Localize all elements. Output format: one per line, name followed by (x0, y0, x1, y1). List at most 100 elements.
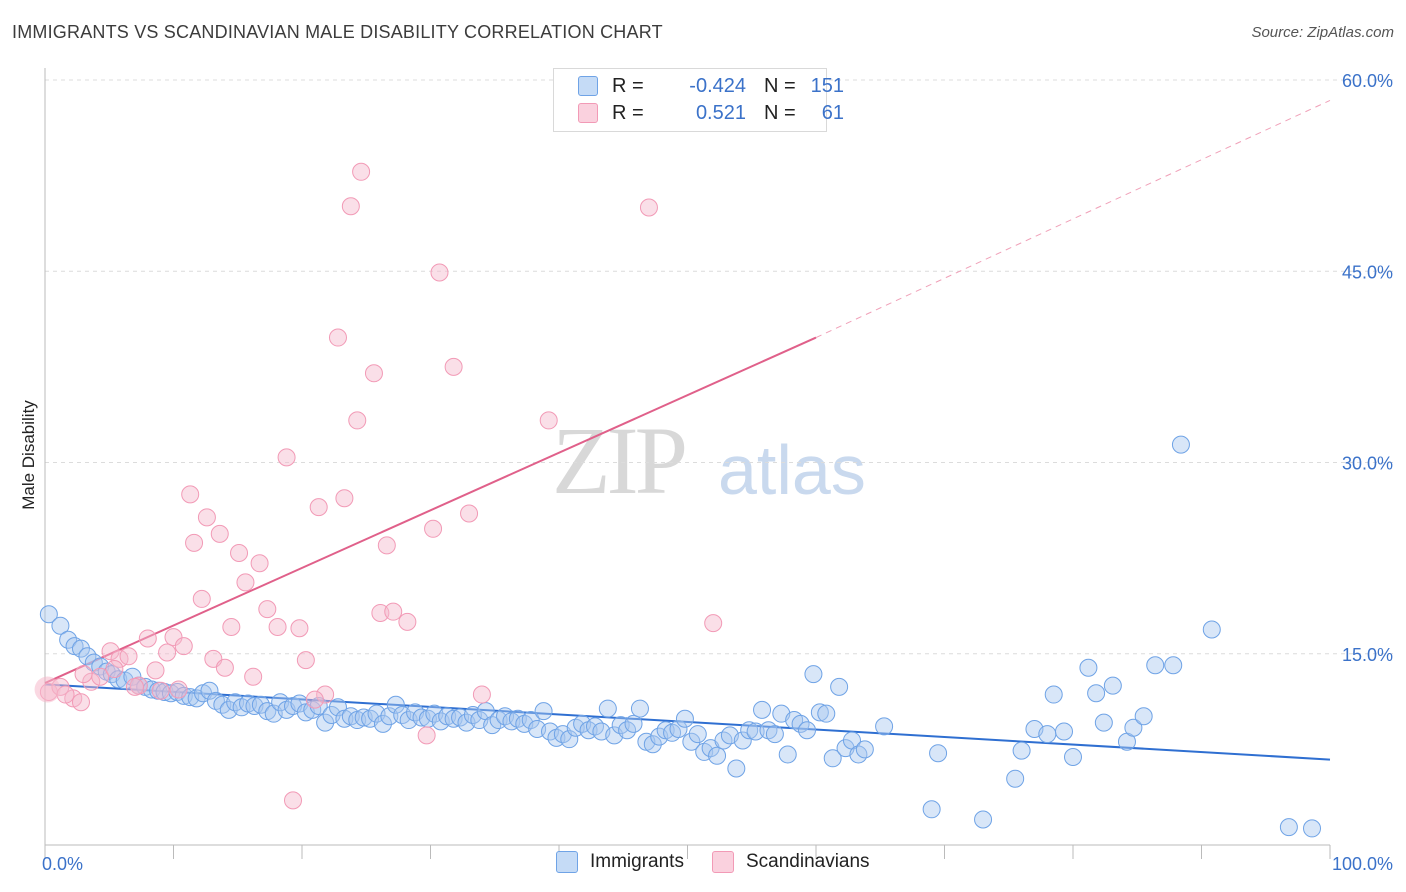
immigrants-point (746, 722, 765, 741)
immigrants-swatch (578, 76, 598, 96)
scandinavians-point (472, 685, 491, 704)
scandinavians-point (460, 504, 479, 523)
legend-n-label: N = (764, 101, 796, 124)
immigrants-point (765, 725, 784, 744)
immigrants-point (618, 721, 637, 740)
scandinavians-point (82, 672, 101, 691)
scandinavians-point (169, 680, 188, 699)
y-tick-label: 15.0% (1342, 645, 1393, 665)
scandinavians-point (296, 651, 315, 670)
scandinavians-point (146, 661, 165, 680)
immigrants-point (778, 745, 797, 764)
scandinavians-point (309, 498, 328, 517)
immigrants-point (727, 759, 746, 778)
immigrants-point (521, 711, 540, 730)
immigrants-point (386, 695, 405, 714)
immigrants-point (380, 707, 399, 726)
scandinavians-point (377, 536, 396, 555)
data-points (34, 162, 1322, 838)
immigrants-point (1164, 656, 1183, 675)
legend-item-scandinavians: Scandinavians (711, 851, 870, 873)
scandinavians-point (230, 544, 249, 563)
scandinavians-point (639, 198, 658, 217)
legend-item-immigrants: Immigrants (556, 851, 684, 873)
immigrants-point (1006, 769, 1025, 788)
scandinavians-point (236, 573, 255, 592)
scandinavians-trend-extension (815, 99, 1331, 339)
immigrants-legend-label: Immigrants (590, 851, 684, 872)
immigrants-point (929, 744, 948, 763)
source-label: Source: ZipAtlas.com (1251, 24, 1394, 41)
legend-r-label: R = (612, 74, 644, 97)
scandinavians-point (34, 676, 61, 703)
immigrants-point (1044, 685, 1063, 704)
legend-r-value: -0.424 (689, 74, 746, 97)
immigrants-point (51, 616, 70, 635)
immigrants-point (875, 717, 894, 736)
immigrants-point (1064, 748, 1082, 767)
immigrants-point (643, 735, 662, 754)
immigrants-point (1079, 658, 1098, 677)
immigrants-point (39, 605, 58, 624)
scandinavians-point (444, 357, 463, 376)
scandinavians-point (250, 554, 269, 573)
immigrants-point (740, 721, 759, 740)
scandinavians-legend-label: Scandinavians (745, 851, 870, 872)
scandinavians-point (210, 524, 229, 543)
scandinavians-point (290, 619, 309, 638)
immigrants-point (598, 699, 617, 718)
tick-labels: 15.0% 30.0% 45.0% 60.0% 0.0% 100.0% (42, 71, 1393, 874)
scandinavians-point (341, 197, 360, 216)
scandinavians-point (305, 690, 324, 709)
immigrants-point (753, 700, 772, 719)
scandinavians-point (185, 533, 204, 552)
scandinavians-point (197, 508, 216, 527)
x-tick-label: 100.0% (1332, 854, 1393, 874)
scandinavians-point (258, 600, 277, 619)
immigrants-point (109, 670, 128, 689)
immigrants-point (798, 721, 817, 740)
chart-title: IMMIGRANTS VS SCANDINAVIAN MALE DISABILI… (12, 22, 663, 42)
scandinavians-point (364, 364, 383, 383)
scandinavians-point (74, 665, 93, 684)
scandinavians-point (277, 448, 296, 467)
scandinavians-point (71, 693, 90, 712)
immigrants-point (1303, 819, 1322, 838)
immigrants-point (922, 800, 941, 819)
scandinavians-point (335, 489, 354, 508)
immigrants-point (830, 677, 849, 696)
immigrants-point (59, 630, 78, 649)
scandinavians-point (215, 658, 234, 677)
immigrants-point (804, 665, 823, 684)
immigrants-point (1124, 718, 1143, 737)
immigrants-point (200, 681, 219, 700)
stats-legend: R = -0.424 N = 151 R = 0.521 N = 61 (553, 68, 844, 132)
grid-lines (45, 79, 1395, 655)
legend-row-immigrants: R = -0.424 N = 151 (578, 73, 844, 99)
legend-n-value: 61 (821, 101, 844, 124)
immigrants-point (534, 702, 553, 721)
immigrants-point (974, 810, 993, 829)
immigrants-point (1012, 741, 1031, 760)
immigrants-point (688, 725, 707, 744)
immigrants-point (123, 667, 142, 686)
watermark-atlas: atlas (718, 431, 866, 509)
trend-lines (44, 99, 1331, 761)
immigrants-point (817, 704, 836, 723)
immigrants-point (1055, 722, 1074, 741)
scandinavians-point (430, 263, 449, 282)
legend-n-label: N = (764, 74, 796, 97)
scandinavians-trend-line (44, 336, 817, 684)
scandinavians-point (125, 677, 144, 696)
immigrants-point (373, 714, 392, 733)
immigrants-point (675, 709, 694, 728)
scandinavians-point (192, 589, 211, 608)
scandinavians-point (539, 411, 558, 430)
scandinavians-legend-swatch (711, 851, 734, 873)
immigrants-point (624, 714, 643, 733)
immigrants-point (78, 647, 97, 666)
scandinavians-point (704, 614, 723, 633)
scandinavians-point (105, 660, 124, 679)
scandinavians-point (371, 603, 390, 622)
immigrants-point (1087, 684, 1106, 703)
